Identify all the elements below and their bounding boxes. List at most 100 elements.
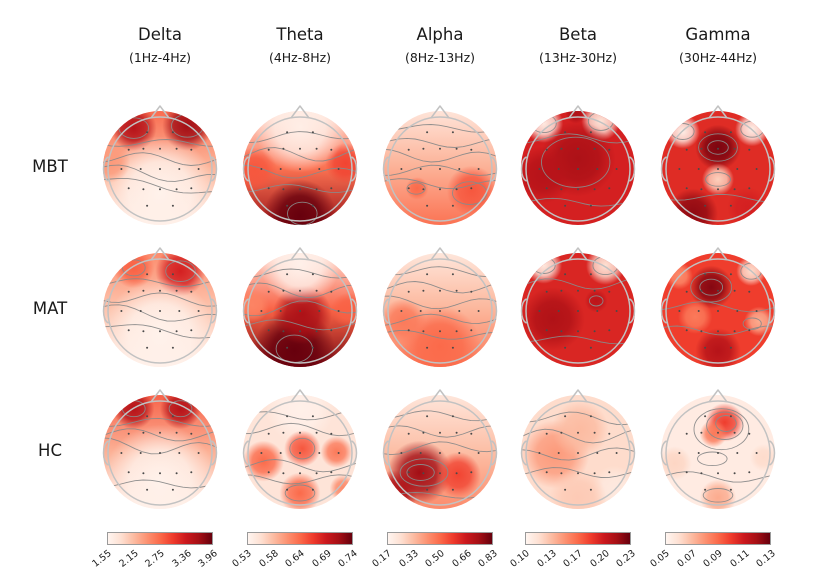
ear-right-icon bbox=[210, 156, 218, 182]
head-circle bbox=[387, 116, 493, 222]
topomap-mat-gamma bbox=[660, 247, 776, 367]
head-outline bbox=[242, 247, 358, 364]
ear-right-icon bbox=[768, 298, 776, 324]
contour-lines bbox=[521, 411, 635, 478]
topomap-cell bbox=[235, 103, 365, 233]
nose-icon bbox=[430, 247, 450, 261]
colorbar-tick-label: 0.66 bbox=[449, 548, 474, 570]
head-circle bbox=[525, 400, 631, 506]
ear-left-icon bbox=[660, 298, 668, 324]
colorbar-tick-label: 0.17 bbox=[561, 548, 585, 570]
nose-icon bbox=[150, 105, 170, 119]
nose-icon bbox=[290, 247, 310, 261]
head-outline bbox=[660, 105, 776, 222]
topomap-mbt-delta bbox=[102, 105, 218, 225]
head-outline bbox=[520, 105, 636, 222]
colorbar-tick-label: 0.23 bbox=[614, 548, 638, 570]
topomap-cell bbox=[375, 387, 505, 517]
topomap-mat-beta bbox=[520, 247, 636, 367]
topomap-cell bbox=[235, 245, 365, 375]
topomap-cell bbox=[513, 103, 643, 233]
colorbar-tick-label: 0.74 bbox=[336, 548, 360, 570]
electrode-dots bbox=[400, 131, 480, 207]
head-outline bbox=[242, 105, 358, 222]
ear-right-icon bbox=[768, 440, 776, 466]
topomap-mat-alpha bbox=[382, 247, 498, 367]
topomap-cell bbox=[375, 103, 505, 233]
ear-right-icon bbox=[628, 156, 636, 182]
band-frequency-range: (4Hz-8Hz) bbox=[268, 50, 332, 65]
topomap-hc-alpha bbox=[382, 389, 498, 509]
electrode-dots bbox=[260, 273, 340, 349]
column-header: Beta (13Hz-30Hz) bbox=[513, 24, 643, 66]
nose-icon bbox=[430, 389, 450, 403]
ear-left-icon bbox=[382, 298, 390, 324]
ear-left-icon bbox=[660, 156, 668, 182]
colorbar-tick-label: 0.53 bbox=[230, 548, 254, 570]
colorbar-tick-label: 1.55 bbox=[90, 548, 114, 570]
nose-icon bbox=[568, 105, 588, 119]
colorbar-tick-label: 0.83 bbox=[476, 548, 500, 570]
band-name: Beta bbox=[558, 25, 598, 44]
colorbar-tick-label: 0.13 bbox=[754, 548, 778, 570]
electrode-dots bbox=[400, 273, 480, 349]
nose-icon bbox=[568, 389, 588, 403]
heat-layer bbox=[521, 111, 635, 225]
topomap-hc-gamma bbox=[660, 389, 776, 509]
head-outline bbox=[242, 389, 358, 506]
ear-right-icon bbox=[350, 298, 358, 324]
head-outline bbox=[382, 105, 498, 222]
colorbar-tick-label: 3.36 bbox=[169, 548, 194, 570]
colorbar-theta: 0.53 0.58 0.64 0.69 0.74 bbox=[230, 532, 360, 574]
colorbar-tick-label: 0.07 bbox=[674, 548, 699, 570]
colorbar-tick-label: 0.58 bbox=[256, 548, 281, 570]
ear-right-icon bbox=[350, 440, 358, 466]
head-outline bbox=[382, 389, 498, 506]
ear-left-icon bbox=[520, 440, 528, 466]
colorbar-tick-label: 2.15 bbox=[116, 548, 141, 570]
head-circle bbox=[525, 258, 631, 364]
topomap-cell bbox=[95, 103, 225, 233]
head-circle bbox=[387, 400, 493, 506]
ear-right-icon bbox=[490, 440, 498, 466]
ear-right-icon bbox=[490, 156, 498, 182]
electrode-dots bbox=[260, 415, 340, 491]
topomap-cell bbox=[653, 103, 783, 233]
ear-right-icon bbox=[768, 156, 776, 182]
colorbar-gradient bbox=[525, 532, 631, 545]
head-circle bbox=[665, 258, 771, 364]
electrode-dots bbox=[538, 415, 618, 491]
colorbar-gradient bbox=[107, 532, 213, 545]
ear-right-icon bbox=[628, 298, 636, 324]
head-circle bbox=[247, 400, 353, 506]
band-name: Delta bbox=[137, 25, 183, 44]
nose-icon bbox=[708, 105, 728, 119]
nose-icon bbox=[290, 105, 310, 119]
colorbar-tick-label: 3.96 bbox=[196, 548, 220, 570]
ear-left-icon bbox=[102, 156, 110, 182]
contour-lines bbox=[243, 268, 357, 331]
head-circle bbox=[247, 116, 353, 222]
topomap-mbt-alpha bbox=[382, 105, 498, 225]
topomap-cell bbox=[95, 245, 225, 375]
nose-icon bbox=[708, 389, 728, 403]
topomap-hc-beta bbox=[520, 389, 636, 509]
colorbar-tick-label: 2.75 bbox=[143, 548, 167, 570]
colorbar-gamma: 0.05 0.07 0.09 0.11 0.13 bbox=[648, 532, 778, 574]
head-outline bbox=[102, 389, 218, 506]
topomap-cell bbox=[95, 387, 225, 517]
nose-icon bbox=[430, 105, 450, 119]
topomap-cell bbox=[375, 245, 505, 375]
head-circle bbox=[525, 116, 631, 222]
colorbar-alpha: 0.17 0.33 0.50 0.66 0.83 bbox=[370, 532, 500, 574]
ear-left-icon bbox=[382, 440, 390, 466]
topomap-cell bbox=[235, 387, 365, 517]
column-header: Delta (1Hz-4Hz) bbox=[95, 24, 225, 66]
topomap-mbt-theta bbox=[242, 105, 358, 225]
colorbar-gradient bbox=[247, 532, 353, 545]
nose-icon bbox=[290, 389, 310, 403]
topomap-hc-theta bbox=[242, 389, 358, 509]
ear-left-icon bbox=[520, 298, 528, 324]
head-outline bbox=[520, 389, 636, 506]
ear-right-icon bbox=[210, 298, 218, 324]
